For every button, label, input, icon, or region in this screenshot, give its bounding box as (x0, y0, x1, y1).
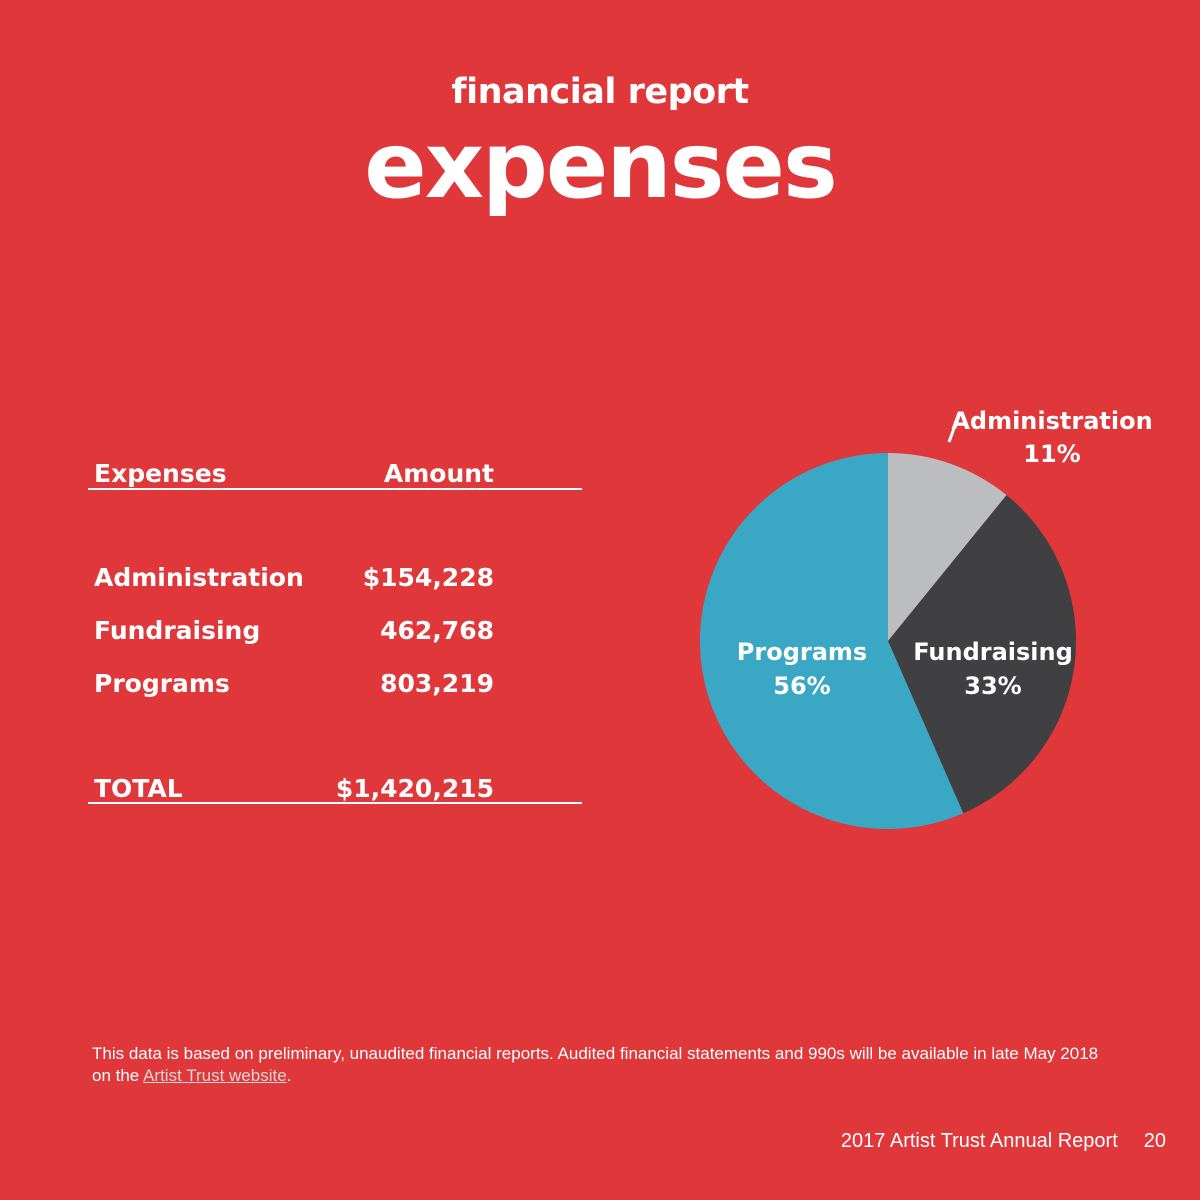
table-row: Administration $154,228 (94, 560, 494, 596)
percent-administration: 11% (1023, 440, 1080, 468)
table-header-row: Expenses Amount (94, 456, 494, 492)
pie-slice-administration (888, 453, 1007, 641)
administration-leader-line (947, 419, 959, 443)
page-footer: 2017 Artist Trust Annual Report 20 (841, 1130, 1166, 1153)
row-label: Administration (94, 563, 304, 592)
percent-programs: 56% (773, 672, 830, 700)
footnote: This data is based on preliminary, unaud… (92, 1043, 1102, 1087)
expenses-pie-chart: Administration 11% Fundraising 33% Progr… (699, 407, 1153, 829)
column-header-amount: Amount (383, 459, 494, 488)
row-amount: 803,219 (380, 669, 494, 698)
total-row: TOTAL $1,420,215 (94, 771, 494, 807)
total-rule (88, 802, 582, 804)
percent-fundraising: 33% (964, 672, 1021, 700)
table-row: Programs 803,219 (94, 666, 494, 702)
table-row: Fundraising 462,768 (94, 613, 494, 649)
row-label: Programs (94, 669, 230, 698)
page-title: expenses (364, 112, 837, 219)
row-amount: 462,768 (380, 616, 494, 645)
row-amount: $154,228 (362, 563, 494, 592)
footnote-end: . (286, 1066, 292, 1085)
total-amount: $1,420,215 (335, 774, 494, 803)
row-label: Fundraising (94, 616, 261, 645)
pie-slice-programs (699, 453, 964, 829)
artist-trust-website-link[interactable]: Artist Trust website (143, 1066, 287, 1085)
label-administration: Administration (951, 407, 1152, 435)
label-fundraising: Fundraising (913, 638, 1073, 666)
page-number: 20 (1143, 1130, 1166, 1152)
pie-slice-fundraising (888, 495, 1076, 814)
column-header-expenses: Expenses (94, 459, 227, 488)
page-kicker: financial report (451, 72, 749, 112)
label-programs: Programs (737, 638, 867, 666)
footnote-text: This data is based on preliminary, unaud… (92, 1044, 1099, 1085)
total-label: TOTAL (94, 774, 183, 803)
header-rule (88, 488, 582, 490)
footer-label: 2017 Artist Trust Annual Report (840, 1130, 1118, 1152)
